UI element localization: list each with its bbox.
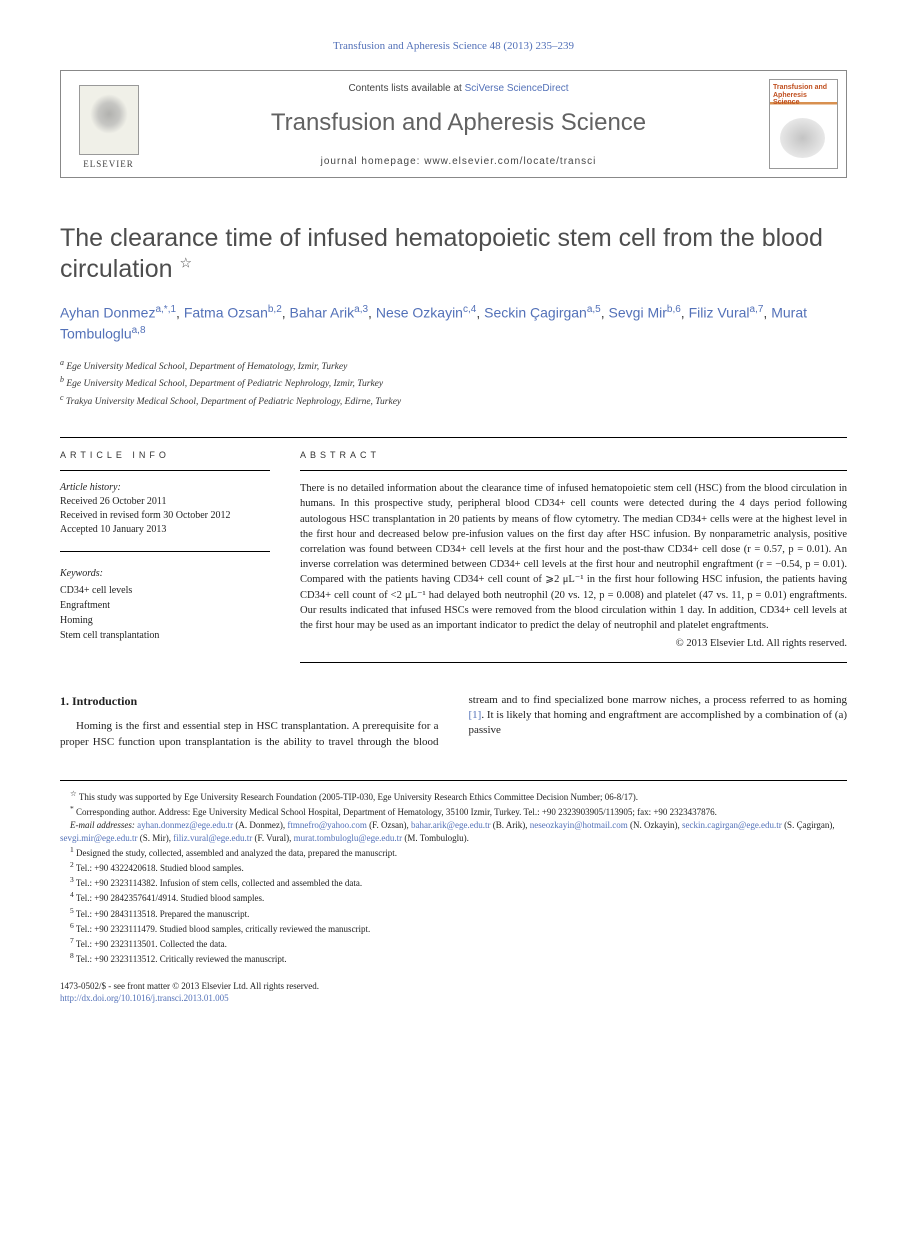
elsevier-tree-icon <box>79 85 139 155</box>
footnote-item: 1 Designed the study, collected, assembl… <box>60 845 847 860</box>
history-accepted: Accepted 10 January 2013 <box>60 524 166 535</box>
abstract-column: ABSTRACT There is no detailed informatio… <box>300 438 847 662</box>
copyright-line: © 2013 Elsevier Ltd. All rights reserved… <box>300 636 847 651</box>
doi-link[interactable]: http://dx.doi.org/10.1016/j.transci.2013… <box>60 993 229 1003</box>
journal-cover-thumbnail: Transfusion and Apheresis Science <box>769 79 838 169</box>
email-link[interactable]: sevgi.mir@ege.edu.tr <box>60 833 138 843</box>
title-footnote-symbol: ☆ <box>180 255 193 271</box>
email-link[interactable]: neseozkayin@hotmail.com <box>530 820 628 830</box>
author-name[interactable]: Seckin Çagirgan <box>484 304 587 320</box>
author-name[interactable]: Nese Ozkayin <box>376 304 463 320</box>
email-link[interactable]: bahar.arik@ege.edu.tr <box>411 820 491 830</box>
star-symbol: ☆ <box>70 789 77 798</box>
corresponding-text: Corresponding author. Address: Ege Unive… <box>76 807 717 817</box>
footnote-item: 4 Tel.: +90 2842357641/4914. Studied blo… <box>60 890 847 905</box>
keyword-item: Engraftment <box>60 598 270 613</box>
email-link[interactable]: seckin.cagirgan@ege.edu.tr <box>682 820 782 830</box>
keyword-item: Homing <box>60 613 270 628</box>
author-name[interactable]: Fatma Ozsan <box>184 304 268 320</box>
email-link[interactable]: ftmnefro@yahoo.com <box>287 820 367 830</box>
journal-header-box: ELSEVIER Contents lists available at Sci… <box>60 70 847 178</box>
homepage-line: journal homepage: www.elsevier.com/locat… <box>166 156 751 167</box>
keywords-block: Keywords: CD34+ cell levelsEngraftmentHo… <box>60 566 270 643</box>
footnote-item: 8 Tel.: +90 2323113512. Critically revie… <box>60 951 847 966</box>
corresponding-author-footnote: * Corresponding author. Address: Ege Uni… <box>60 804 847 819</box>
sciencedirect-link[interactable]: SciVerse ScienceDirect <box>465 83 569 94</box>
keywords-list: CD34+ cell levelsEngraftmentHomingStem c… <box>60 583 270 643</box>
footnote-item: 2 Tel.: +90 4322420618. Studied blood sa… <box>60 860 847 875</box>
publisher-name: ELSEVIER <box>83 159 134 169</box>
email-link[interactable]: murat.tombuloglu@ege.edu.tr <box>294 833 403 843</box>
contents-prefix: Contents lists available at <box>348 83 464 94</box>
article-history: Article history: Received 26 October 201… <box>60 481 270 552</box>
cover-title-text: Transfusion and Apheresis Science <box>773 84 834 107</box>
author-list: Ayhan Donmeza,*,1, Fatma Ozsanb,2, Bahar… <box>60 302 847 345</box>
footnote-item: 7 Tel.: +90 2323113501. Collected the da… <box>60 936 847 951</box>
footnote-item: 3 Tel.: +90 2323114382. Infusion of stem… <box>60 875 847 890</box>
email-link[interactable]: filiz.vural@ege.edu.tr <box>173 833 252 843</box>
page-footer: 1473-0502/$ - see front matter © 2013 El… <box>60 980 847 1005</box>
contents-available-line: Contents lists available at SciVerse Sci… <box>166 83 751 94</box>
journal-cover-cell: Transfusion and Apheresis Science <box>761 71 846 177</box>
article-title: The clearance time of infused hematopoie… <box>60 223 847 286</box>
journal-reference: Transfusion and Apheresis Science 48 (20… <box>60 40 847 52</box>
publisher-logo-cell: ELSEVIER <box>61 71 156 177</box>
cover-graphic-icon <box>780 118 825 158</box>
funding-footnote: ☆ This study was supported by Ege Univer… <box>60 789 847 804</box>
info-abstract-row: ARTICLE INFO Article history: Received 2… <box>60 437 847 662</box>
email-link[interactable]: ayhan.donmez@ege.edu.tr <box>137 820 233 830</box>
email-addresses-line: E-mail addresses: ayhan.donmez@ege.edu.t… <box>60 819 847 845</box>
footnote-item: 6 Tel.: +90 2323111479. Studied blood sa… <box>60 921 847 936</box>
intro-p2b-text: . It is likely that homing and engraftme… <box>469 709 848 736</box>
abstract-body: There is no detailed information about t… <box>300 483 847 631</box>
abstract-heading: ABSTRACT <box>300 438 847 471</box>
title-text: The clearance time of infused hematopoie… <box>60 224 823 283</box>
author-name[interactable]: Bahar Arik <box>290 304 355 320</box>
article-info-column: ARTICLE INFO Article history: Received 2… <box>60 438 270 662</box>
keyword-item: Stem cell transplantation <box>60 628 270 643</box>
affiliation-item: a Ege University Medical School, Departm… <box>60 357 847 374</box>
asterisk-symbol: * <box>70 804 74 813</box>
homepage-url[interactable]: www.elsevier.com/locate/transci <box>424 156 596 167</box>
abstract-text: There is no detailed information about t… <box>300 481 847 662</box>
author-name[interactable]: Filiz Vural <box>689 304 750 320</box>
citation-link-1[interactable]: [1] <box>469 709 482 721</box>
affiliation-item: b Ege University Medical School, Departm… <box>60 374 847 391</box>
issn-copyright-line: 1473-0502/$ - see front matter © 2013 El… <box>60 980 847 993</box>
history-revised: Received in revised form 30 October 2012 <box>60 510 231 521</box>
footnote-item: 5 Tel.: +90 2843113518. Prepared the man… <box>60 906 847 921</box>
funding-text: This study was supported by Ege Universi… <box>79 792 638 802</box>
affiliation-list: a Ege University Medical School, Departm… <box>60 357 847 409</box>
history-received: Received 26 October 2011 <box>60 496 167 507</box>
journal-name: Transfusion and Apheresis Science <box>166 109 751 137</box>
history-label: Article history: <box>60 482 121 493</box>
homepage-prefix: journal homepage: <box>321 156 425 167</box>
author-name[interactable]: Ayhan Donmez <box>60 304 155 320</box>
author-name[interactable]: Sevgi Mir <box>609 304 667 320</box>
keyword-item: CD34+ cell levels <box>60 583 270 598</box>
affiliation-item: c Trakya University Medical School, Depa… <box>60 392 847 409</box>
footnotes-block: ☆ This study was supported by Ege Univer… <box>60 780 847 966</box>
article-info-heading: ARTICLE INFO <box>60 438 270 471</box>
keywords-label: Keywords: <box>60 566 270 581</box>
introduction-heading: 1. Introduction <box>60 693 439 710</box>
numbered-footnotes: 1 Designed the study, collected, assembl… <box>60 845 847 965</box>
header-center: Contents lists available at SciVerse Sci… <box>156 71 761 177</box>
article-body: 1. Introduction Homing is the first and … <box>60 693 847 751</box>
